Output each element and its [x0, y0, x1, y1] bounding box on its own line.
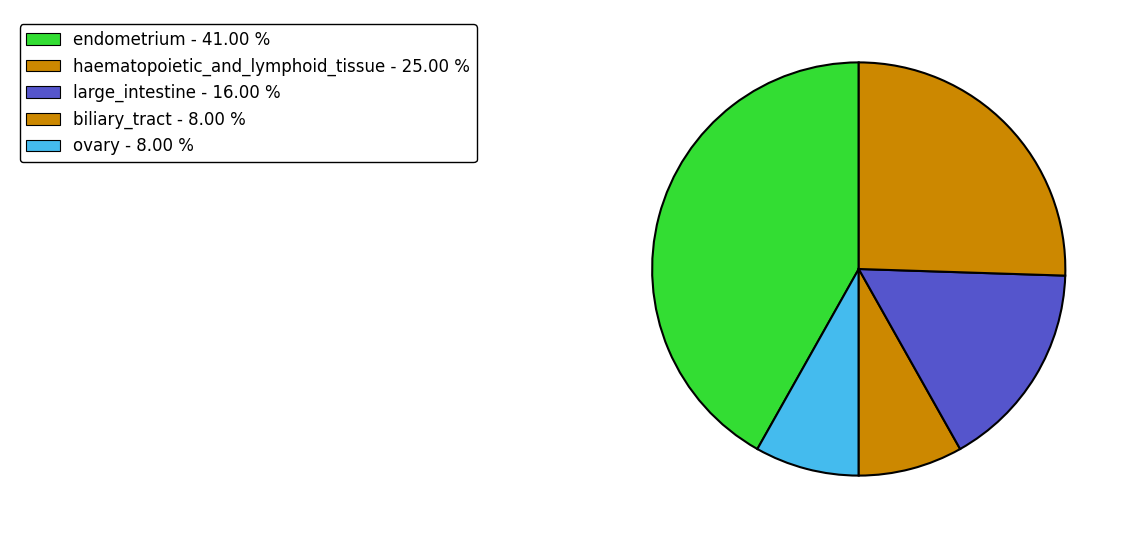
Wedge shape: [859, 269, 1065, 449]
Legend: endometrium - 41.00 %, haematopoietic_and_lymphoid_tissue - 25.00 %, large_intes: endometrium - 41.00 %, haematopoietic_an…: [19, 24, 476, 162]
Wedge shape: [757, 269, 859, 476]
Wedge shape: [859, 269, 961, 476]
Wedge shape: [653, 62, 859, 449]
Wedge shape: [859, 62, 1065, 275]
